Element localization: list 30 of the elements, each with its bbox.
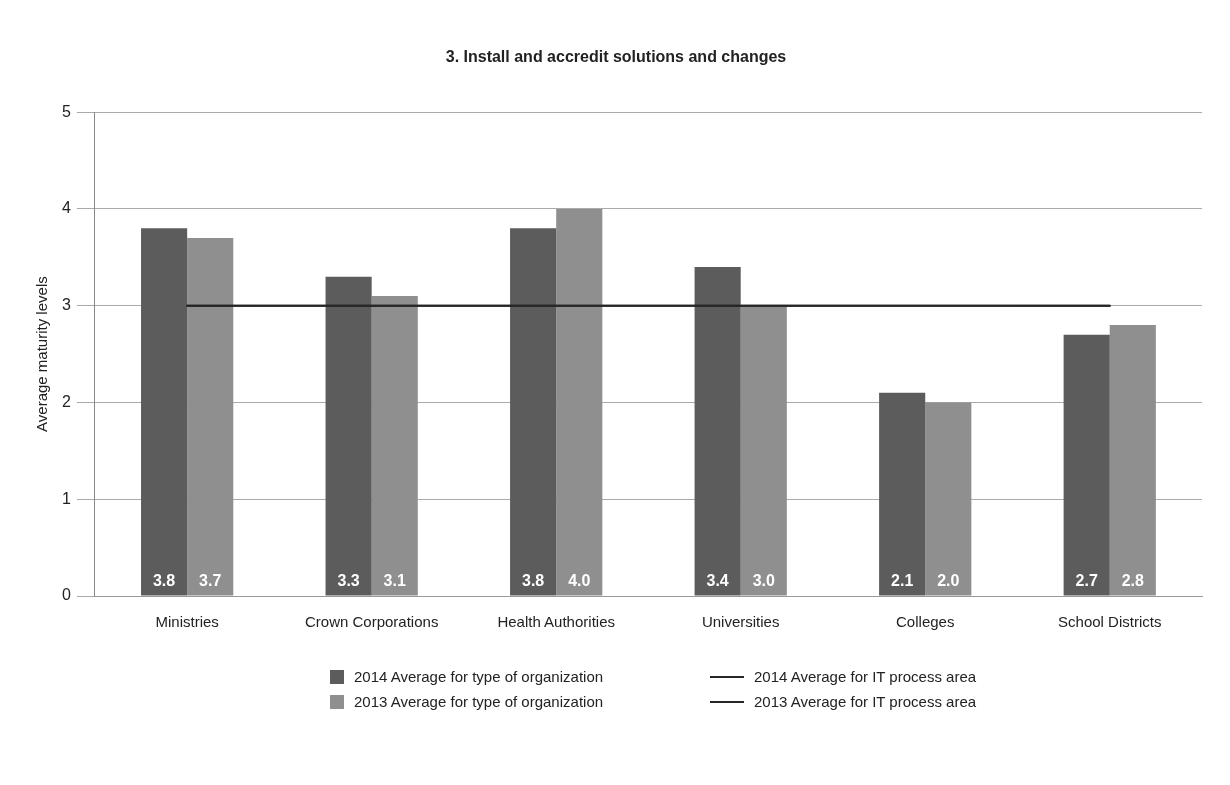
y-tick-label: 4 xyxy=(61,199,71,217)
data-label: 3.1 xyxy=(383,572,406,590)
legend-label: 2013 Average for type of organization xyxy=(354,693,604,710)
y-tick-label: 1 xyxy=(61,489,71,507)
data-label: 3.3 xyxy=(337,572,360,590)
y-tick-label: 3 xyxy=(61,296,71,314)
chart-title: 3. Install and accredit solutions and changes xyxy=(445,48,787,66)
y-axis-title: Average maturity levels xyxy=(33,276,51,432)
y-tick-label: 5 xyxy=(61,102,71,120)
data-label: 3.8 xyxy=(522,572,545,590)
y-tick-label: 2 xyxy=(61,392,71,410)
data-label: 3.0 xyxy=(752,572,775,590)
x-tick-label: Crown Corporations xyxy=(304,613,439,631)
data-label: 2.7 xyxy=(1075,572,1098,590)
data-label: 4.0 xyxy=(568,572,591,590)
legend-label: 2014 Average for IT process area xyxy=(754,668,977,685)
data-label: 3.4 xyxy=(706,572,729,590)
x-tick-label: Colleges xyxy=(896,613,955,631)
data-label: 2.8 xyxy=(1121,572,1145,590)
x-tick-label: Ministries xyxy=(155,613,219,631)
data-label: 2.0 xyxy=(937,572,960,590)
x-tick-label: Universities xyxy=(701,613,780,631)
x-tick-label: School Districts xyxy=(1058,613,1162,631)
legend-label: 2013 Average for IT process area xyxy=(754,693,977,710)
x-tick-label: Health Authorities xyxy=(497,613,615,631)
y-tick-label: 0 xyxy=(61,586,71,604)
data-label: 2.1 xyxy=(891,572,914,590)
data-label: 3.7 xyxy=(199,572,222,590)
data-label: 3.8 xyxy=(152,572,176,590)
legend-label: 2014 Average for type of organization xyxy=(354,668,604,685)
